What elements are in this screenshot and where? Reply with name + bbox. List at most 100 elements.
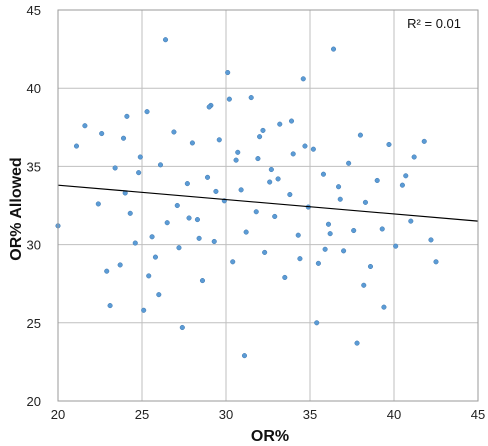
data-point — [310, 146, 316, 152]
data-point — [351, 227, 357, 234]
y-tick-label: 40 — [27, 81, 41, 96]
data-point — [230, 259, 236, 265]
data-point — [408, 218, 414, 224]
data-point — [174, 202, 180, 209]
data-point — [428, 237, 434, 243]
data-point — [336, 184, 342, 190]
y-axis-title: OR% Allowed — [8, 157, 25, 260]
data-point — [272, 213, 278, 219]
y-tick-label: 45 — [27, 3, 41, 18]
data-point — [120, 135, 127, 141]
data-point — [243, 229, 249, 235]
data-point — [216, 137, 222, 143]
data-point — [260, 127, 266, 133]
data-point — [295, 232, 301, 238]
data-point — [152, 254, 158, 260]
data-point — [267, 179, 273, 185]
data-point — [433, 259, 439, 265]
y-tick-label: 35 — [27, 159, 41, 174]
data-point — [124, 113, 130, 119]
data-point — [262, 249, 268, 255]
data-point — [346, 160, 352, 166]
data-point — [379, 226, 385, 232]
data-point — [393, 243, 399, 249]
data-point — [381, 304, 387, 310]
x-axis-ticks: 20 25 30 35 40 45 — [51, 407, 485, 422]
data-point — [179, 324, 185, 331]
plot-frame — [57, 9, 479, 402]
data-point — [300, 76, 306, 82]
grid — [57, 9, 479, 402]
data-point — [176, 245, 182, 251]
y-tick-label: 20 — [27, 394, 41, 409]
data-point — [199, 278, 206, 284]
data-point — [330, 46, 337, 52]
data-point — [194, 217, 200, 223]
data-point — [297, 256, 303, 262]
x-tick-label: 35 — [303, 407, 317, 422]
y-tick-label: 30 — [27, 238, 41, 253]
data-point — [141, 307, 147, 313]
x-tick-label: 30 — [219, 407, 233, 422]
data-point — [99, 131, 105, 137]
data-point — [136, 170, 142, 176]
data-point — [399, 182, 405, 188]
y-tick-label: 25 — [27, 316, 41, 331]
data-point — [73, 143, 80, 149]
data-point — [302, 143, 308, 149]
data-point — [337, 196, 343, 202]
data-point — [268, 166, 274, 173]
data-point — [235, 149, 241, 155]
data-point — [226, 96, 232, 102]
data-points — [55, 37, 439, 359]
x-tick-label: 25 — [135, 407, 149, 422]
y-axis-ticks: 20 25 30 35 40 45 — [27, 3, 41, 409]
data-point — [164, 220, 170, 226]
data-point — [112, 165, 118, 171]
x-axis-title: OR% — [251, 428, 289, 445]
data-point — [341, 248, 347, 254]
data-point — [196, 235, 202, 241]
data-point — [189, 140, 195, 146]
data-point — [403, 173, 409, 179]
data-point — [362, 199, 368, 205]
data-point — [211, 238, 217, 245]
data-point — [225, 70, 231, 76]
data-point — [361, 282, 367, 288]
data-point — [315, 260, 321, 266]
data-point — [184, 181, 190, 187]
data-point — [171, 129, 177, 135]
data-point — [322, 246, 328, 252]
data-point — [282, 274, 288, 280]
r-squared-annotation: R² = 0.01 — [407, 16, 461, 31]
data-point — [257, 134, 263, 140]
data-point — [127, 210, 133, 216]
data-point — [277, 121, 283, 127]
data-point — [149, 234, 155, 240]
data-point — [386, 141, 392, 148]
data-point — [117, 262, 123, 268]
data-point — [327, 231, 333, 237]
data-point — [186, 215, 192, 221]
data-point — [95, 201, 101, 207]
data-point — [157, 162, 164, 168]
data-point — [204, 174, 211, 180]
data-point — [156, 292, 162, 298]
trendline — [57, 184, 479, 222]
data-point — [354, 340, 360, 346]
data-point — [144, 109, 150, 115]
data-point — [241, 353, 248, 359]
data-point — [314, 320, 320, 326]
data-point — [132, 240, 138, 246]
data-point — [275, 176, 281, 182]
data-point — [288, 118, 295, 124]
data-point — [421, 138, 427, 144]
data-point — [238, 187, 244, 193]
x-tick-label: 20 — [51, 407, 65, 422]
data-point — [206, 104, 212, 110]
data-point — [104, 268, 110, 274]
data-point — [233, 157, 239, 163]
data-point — [325, 221, 332, 227]
